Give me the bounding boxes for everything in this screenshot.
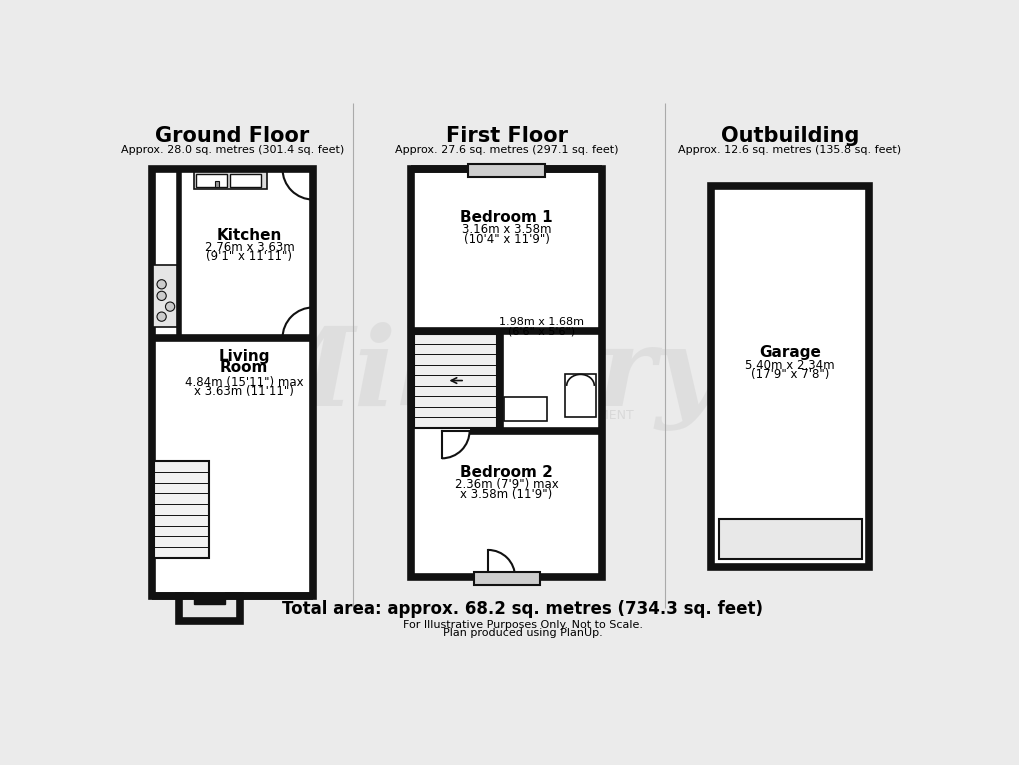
Text: Room: Room [220, 360, 268, 375]
Bar [411, 169, 601, 577]
Text: Living: Living [218, 350, 269, 364]
Bar [152, 169, 313, 596]
Text: 2.76m x 3.63m: 2.76m x 3.63m [205, 241, 294, 254]
Bar [178, 596, 239, 620]
Bar [718, 519, 861, 559]
Text: 4.84m (15'11") max: 4.84m (15'11") max [184, 376, 303, 389]
Bar [710, 186, 868, 567]
Bar [215, 181, 219, 187]
Text: Approx. 27.6 sq. metres (297.1 sq. feet): Approx. 27.6 sq. metres (297.1 sq. feet) [394, 145, 618, 155]
Bar [194, 172, 267, 189]
Bar [468, 164, 544, 177]
Text: 3.16m x 3.58m: 3.16m x 3.58m [462, 223, 551, 236]
Circle shape [165, 302, 174, 311]
Text: Bedroom 2: Bedroom 2 [460, 465, 552, 480]
Text: Kitchen: Kitchen [216, 228, 282, 243]
Text: Garage: Garage [758, 346, 820, 360]
Text: (17'9" x 7'8"): (17'9" x 7'8") [750, 368, 828, 381]
Bar [196, 174, 227, 187]
Text: Milburys: Milburys [231, 322, 783, 431]
Text: Approx. 12.6 sq. metres (135.8 sq. feet): Approx. 12.6 sq. metres (135.8 sq. feet) [678, 145, 901, 155]
Bar [194, 594, 224, 604]
Circle shape [157, 312, 166, 321]
Text: Ground Floor: Ground Floor [155, 125, 310, 145]
Bar [565, 374, 595, 417]
Circle shape [157, 280, 166, 289]
Text: (10'4" x 11'9"): (10'4" x 11'9") [464, 233, 549, 246]
Bar [230, 174, 261, 187]
Text: SALES   LETTING   MANAGEMENT: SALES LETTING MANAGEMENT [427, 409, 633, 422]
Text: First Floor: First Floor [445, 125, 567, 145]
Bar [474, 572, 539, 584]
Bar [503, 397, 546, 422]
Text: Approx. 28.0 sq. metres (301.4 sq. feet): Approx. 28.0 sq. metres (301.4 sq. feet) [120, 145, 343, 155]
Text: (6'6" x 5'6"): (6'6" x 5'6") [507, 327, 575, 337]
Bar [414, 334, 497, 428]
Text: For Illustrative Purposes Only. Not to Scale.: For Illustrative Purposes Only. Not to S… [403, 620, 642, 630]
Text: Plan produced using PlanUp.: Plan produced using PlanUp. [442, 629, 602, 639]
Text: x 3.63m (11'11"): x 3.63m (11'11") [194, 386, 293, 398]
Text: 5.40m x 2.34m: 5.40m x 2.34m [745, 359, 834, 372]
Bar [154, 461, 209, 558]
Text: Outbuilding: Outbuilding [720, 125, 858, 145]
Text: 2.36m (7'9") max: 2.36m (7'9") max [454, 478, 558, 491]
Bar [153, 265, 177, 327]
Text: Bedroom 1: Bedroom 1 [460, 210, 552, 225]
Text: x 3.58m (11'9"): x 3.58m (11'9") [460, 487, 552, 500]
Text: 1.98m x 1.68m: 1.98m x 1.68m [499, 317, 584, 327]
Circle shape [157, 291, 166, 301]
Text: Total area: approx. 68.2 sq. metres (734.3 sq. feet): Total area: approx. 68.2 sq. metres (734… [282, 600, 762, 617]
Text: (9'1" x 11'11"): (9'1" x 11'11") [206, 250, 292, 263]
